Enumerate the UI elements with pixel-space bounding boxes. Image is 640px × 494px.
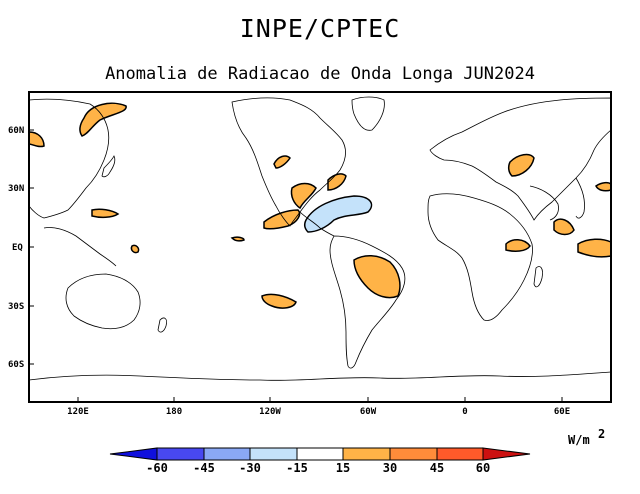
colorbar-labels: -60 -45 -30 -15 15 30 45 60 (146, 461, 490, 475)
coast-maritime-se-asia (43, 227, 117, 267)
colorbar-unit-exponent: 2 (598, 427, 605, 441)
colorbar-label-neg45: -45 (193, 461, 215, 475)
colorbar-seg-gt-60 (482, 447, 531, 461)
anomaly-north-pacific-west (79, 102, 127, 137)
coast-india (575, 177, 585, 219)
anomaly-north-america (273, 155, 291, 169)
latitude-axis: 60N 30N EQ 30S 60S (8, 126, 34, 370)
lat-label-60n: 60N (8, 126, 24, 136)
colorbar-label-neg15: -15 (286, 461, 308, 475)
lon-label-0: 0 (462, 407, 467, 417)
colorbar-seg-45-30 (203, 447, 251, 461)
colorbar-label-45: 45 (430, 461, 444, 475)
anomaly-east-africa (553, 218, 575, 236)
colorbar-label-neg60: -60 (146, 461, 168, 475)
colorbar-unit: W/m (568, 433, 590, 447)
lon-label-60e: 60E (554, 407, 570, 417)
coast-madagascar (533, 266, 543, 288)
negative-anomalies (303, 195, 373, 233)
lat-label-eq: EQ (12, 243, 23, 253)
map-title: Anomalia de Radiacao de Onda Longa JUN20… (105, 64, 535, 84)
longitude-axis: 120E 180 120W 60W 0 60E (67, 397, 570, 417)
coast-east-asia (28, 98, 110, 219)
colorbar-seg-15-30 (342, 447, 391, 461)
lat-label-30s: 30S (8, 302, 24, 312)
colorbar-label-neg30: -30 (239, 461, 261, 475)
lat-label-60s: 60S (8, 360, 24, 370)
lat-label-30n: 30N (8, 184, 24, 194)
coast-africa (427, 193, 533, 321)
colorbar-seg-30-15 (249, 447, 298, 461)
anomaly-europe-west (28, 131, 45, 148)
anomaly-mexico (290, 182, 317, 210)
anomaly-middle-east (507, 153, 535, 177)
coast-central-america (299, 211, 335, 237)
anomaly-central-pacific (230, 236, 245, 242)
coast-arabia (529, 185, 559, 221)
coast-greenland (351, 96, 385, 131)
coast-japan (101, 155, 116, 178)
coast-eurasia (429, 97, 612, 221)
colorbar-label-15: 15 (336, 461, 350, 475)
anomaly-indian-ocean (577, 238, 612, 258)
coast-australia (65, 273, 141, 330)
colorbar-seg-45-60 (436, 447, 484, 461)
anomaly-south-pacific (261, 293, 297, 309)
coast-new-zealand (157, 317, 167, 333)
lon-label-120w: 120W (259, 407, 281, 417)
coast-north-america (231, 97, 346, 227)
lon-label-180: 180 (166, 407, 182, 417)
anomaly-central-africa (505, 239, 531, 252)
colorbar-label-60: 60 (476, 461, 490, 475)
lon-label-60w: 60W (360, 407, 377, 417)
colorbar-seg-15-15 (296, 447, 344, 461)
anomaly-western-pacific (91, 208, 120, 219)
map-supertitle: INPE/CPTEC (239, 14, 401, 43)
lon-label-120e: 120E (67, 407, 89, 417)
colorbar (109, 447, 531, 461)
positive-anomalies (28, 102, 612, 309)
coast-antarctica (28, 371, 612, 381)
colorbar-seg-30-45 (389, 447, 438, 461)
coastlines (28, 96, 612, 381)
anomaly-arabian-sea (595, 181, 612, 192)
anomaly-amazon (353, 255, 401, 299)
coast-south-america (329, 235, 406, 369)
anomaly-eq-pacific-small (130, 244, 140, 254)
colorbar-seg-60-45 (156, 447, 205, 461)
colorbar-label-30: 30 (383, 461, 397, 475)
anomaly-caribbean (303, 195, 373, 233)
colorbar-seg-lt-60 (109, 447, 158, 461)
